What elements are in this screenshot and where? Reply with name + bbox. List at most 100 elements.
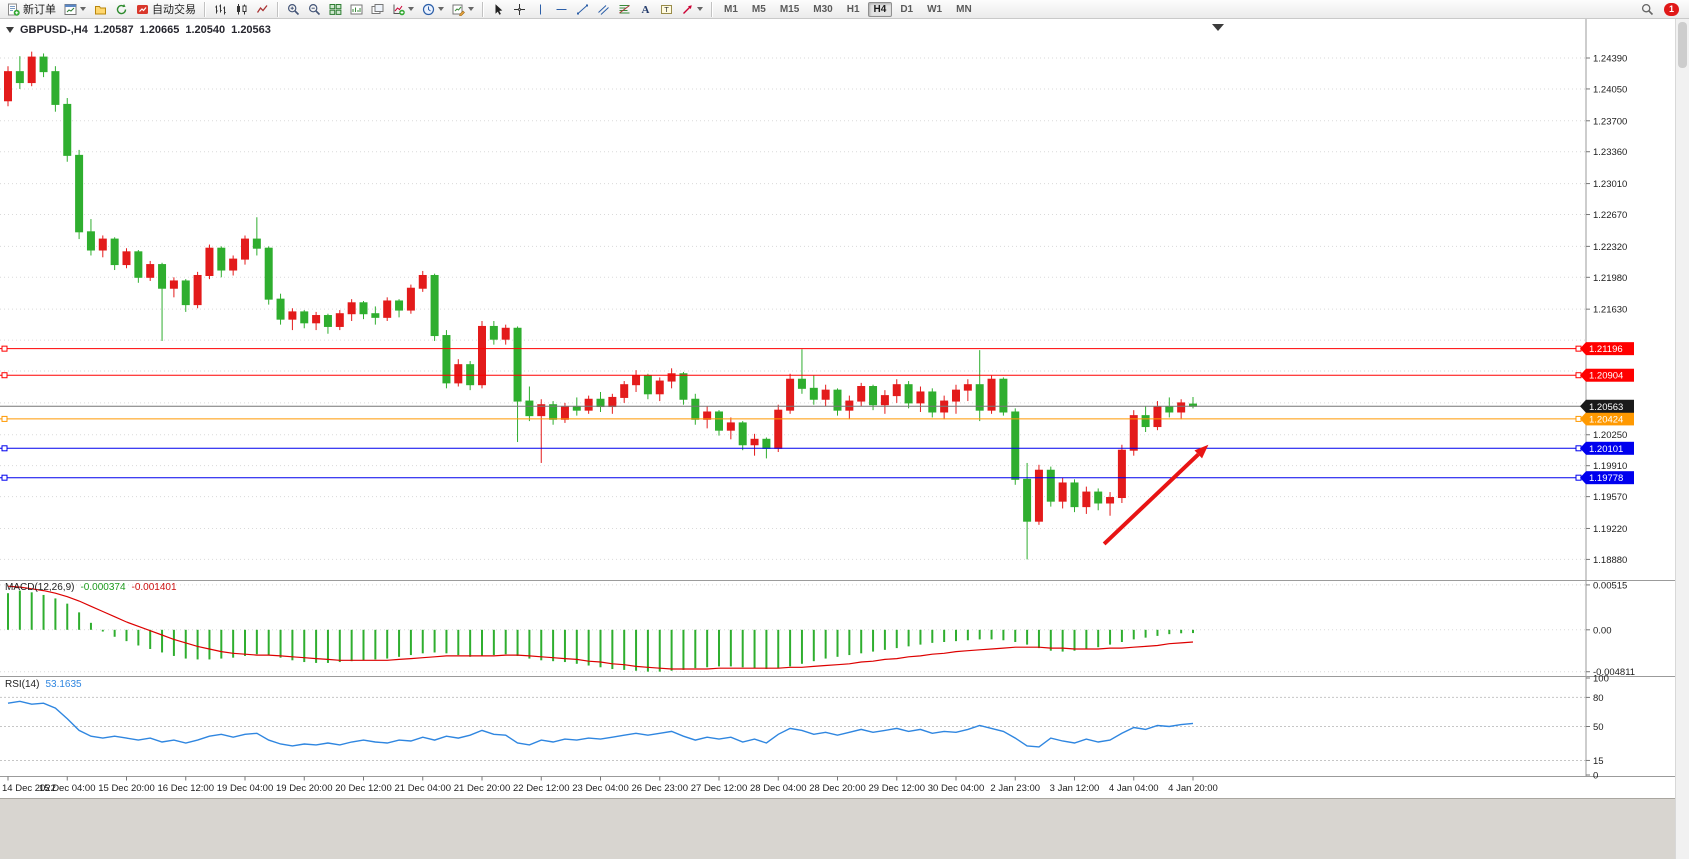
svg-text:100: 100	[1593, 674, 1609, 685]
auto-trading-label: 自动交易	[152, 4, 196, 16]
crosshair-button[interactable]	[510, 1, 529, 18]
svg-text:0.00515: 0.00515	[1593, 580, 1627, 591]
line-chart-icon	[256, 3, 269, 16]
templates-button[interactable]	[449, 1, 477, 18]
auto-trading-icon	[136, 3, 149, 16]
zoom-out-icon	[308, 3, 321, 16]
text-label-button[interactable]: T	[657, 1, 676, 18]
open-value: 1.20587	[93, 24, 134, 36]
timeframe-m15-button[interactable]: M15	[774, 2, 805, 17]
scrollbar-thumb[interactable]	[1678, 22, 1687, 68]
auto-trading-button[interactable]: 自动交易	[133, 1, 199, 18]
text-button[interactable]: A	[636, 1, 655, 18]
line-chart-button[interactable]	[253, 1, 272, 18]
svg-text:80: 80	[1593, 693, 1604, 704]
timeframe-mn-button[interactable]: MN	[950, 2, 978, 17]
trend-arrow-annotation[interactable]	[1102, 444, 1209, 546]
svg-text:28 Dec 04:00: 28 Dec 04:00	[750, 783, 807, 794]
cursor-icon	[492, 3, 505, 16]
chart-list-button[interactable]	[347, 1, 366, 18]
svg-text:1.24050: 1.24050	[1593, 84, 1627, 95]
macd-label: MACD(12,26,9) -0.000374 -0.001401	[5, 582, 177, 593]
fibonacci-button[interactable]	[615, 1, 634, 18]
chevron-down-icon	[438, 7, 444, 11]
svg-text:14 Dec 2022: 14 Dec 2022	[2, 783, 56, 794]
chevron-down-icon	[80, 7, 86, 11]
timeframe-m5-button[interactable]: M5	[746, 2, 772, 17]
bar-chart-button[interactable]	[211, 1, 230, 18]
svg-text:1.19570: 1.19570	[1593, 492, 1627, 503]
timeframe-m1-button[interactable]: M1	[718, 2, 744, 17]
toolbar-separator	[204, 1, 206, 17]
notification-badge[interactable]: 1	[1664, 2, 1679, 16]
insert-indicator-button[interactable]	[389, 1, 417, 18]
arrows-button[interactable]	[678, 1, 706, 18]
timeframe-m30-button[interactable]: M30	[807, 2, 838, 17]
svg-text:1.20101: 1.20101	[1589, 444, 1623, 455]
text-label-icon: T	[660, 3, 673, 16]
periods-button[interactable]	[419, 1, 447, 18]
timeframe-h1-button[interactable]: H1	[841, 2, 866, 17]
chart-marker-icon	[6, 27, 14, 33]
candles-layer	[4, 51, 1197, 560]
new-order-button[interactable]: 新订单	[4, 1, 59, 18]
svg-text:16 Dec 12:00: 16 Dec 12:00	[157, 783, 214, 794]
svg-text:15: 15	[1593, 756, 1604, 767]
arrange-windows-button[interactable]	[368, 1, 387, 18]
cursor-button[interactable]	[489, 1, 508, 18]
svg-text:28 Dec 20:00: 28 Dec 20:00	[809, 783, 866, 794]
timeframe-d1-button[interactable]: D1	[894, 2, 919, 17]
vertical-line-button[interactable]	[531, 1, 550, 18]
zoom-out-button[interactable]	[305, 1, 324, 18]
svg-text:15 Dec 04:00: 15 Dec 04:00	[39, 783, 96, 794]
symbol-timeframe: GBPUSD-,H4	[20, 24, 88, 36]
candlestick-chart-button[interactable]	[232, 1, 251, 18]
rsi-panel	[7, 700, 1194, 748]
vertical-scrollbar[interactable]	[1675, 19, 1689, 859]
rsi-name: RSI(14)	[5, 679, 40, 690]
refresh-button[interactable]	[112, 1, 131, 18]
low-value: 1.20540	[185, 24, 226, 36]
templates-icon	[452, 3, 465, 16]
zoom-in-button[interactable]	[284, 1, 303, 18]
trendline-button[interactable]	[573, 1, 592, 18]
tile-windows-button[interactable]	[326, 1, 345, 18]
macd-signal-value: -0.001401	[131, 582, 177, 593]
horizontal-lines[interactable]	[0, 345, 1586, 481]
price-axis[interactable]: 1.24390 1.24050 1.23700 1.23360 1.23010 1.226…	[1580, 54, 1635, 782]
svg-text:26 Dec 23:00: 26 Dec 23:00	[631, 783, 688, 794]
profiles-button[interactable]	[91, 1, 110, 18]
svg-text:1.19778: 1.19778	[1589, 473, 1623, 484]
chart-header: GBPUSD-,H4 1.20587 1.20665 1.20540 1.205…	[6, 24, 271, 36]
rsi-label: RSI(14) 53.1635	[5, 679, 82, 690]
svg-text:1.23700: 1.23700	[1593, 116, 1627, 127]
chevron-down-icon	[468, 7, 474, 11]
svg-text:1.21196: 1.21196	[1589, 344, 1623, 355]
svg-text:19 Dec 04:00: 19 Dec 04:00	[217, 783, 274, 794]
search-button[interactable]	[1638, 1, 1657, 18]
toolbar-right-group: 1	[1637, 1, 1679, 18]
chart-canvas[interactable]: 1.24390 1.24050 1.23700 1.23360 1.23010 1.226…	[0, 19, 1675, 798]
chart-area: 1.24390 1.24050 1.23700 1.23360 1.23010 1.226…	[0, 19, 1689, 859]
svg-text:50: 50	[1593, 722, 1604, 733]
window-bottom-strip	[0, 798, 1676, 859]
timeframe-w1-button[interactable]: W1	[921, 2, 948, 17]
fibonacci-icon	[618, 3, 631, 16]
new-order-icon	[7, 3, 20, 16]
svg-text:20 Dec 12:00: 20 Dec 12:00	[335, 783, 392, 794]
rsi-value: 53.1635	[45, 679, 82, 690]
chart-shift-marker[interactable]	[1212, 24, 1224, 31]
high-value: 1.20665	[139, 24, 180, 36]
svg-text:2 Jan 23:00: 2 Jan 23:00	[990, 783, 1040, 794]
vertical-line-icon	[534, 3, 547, 16]
svg-text:1.20424: 1.20424	[1589, 414, 1623, 425]
timeframe-h4-button[interactable]: H4	[867, 1, 893, 17]
channel-button[interactable]	[594, 1, 613, 18]
svg-text:4 Jan 20:00: 4 Jan 20:00	[1168, 783, 1218, 794]
svg-text:1.23360: 1.23360	[1593, 147, 1627, 158]
new-chart-button[interactable]	[61, 1, 89, 18]
horizontal-line-button[interactable]	[552, 1, 571, 18]
insert-indicator-icon	[392, 3, 405, 16]
